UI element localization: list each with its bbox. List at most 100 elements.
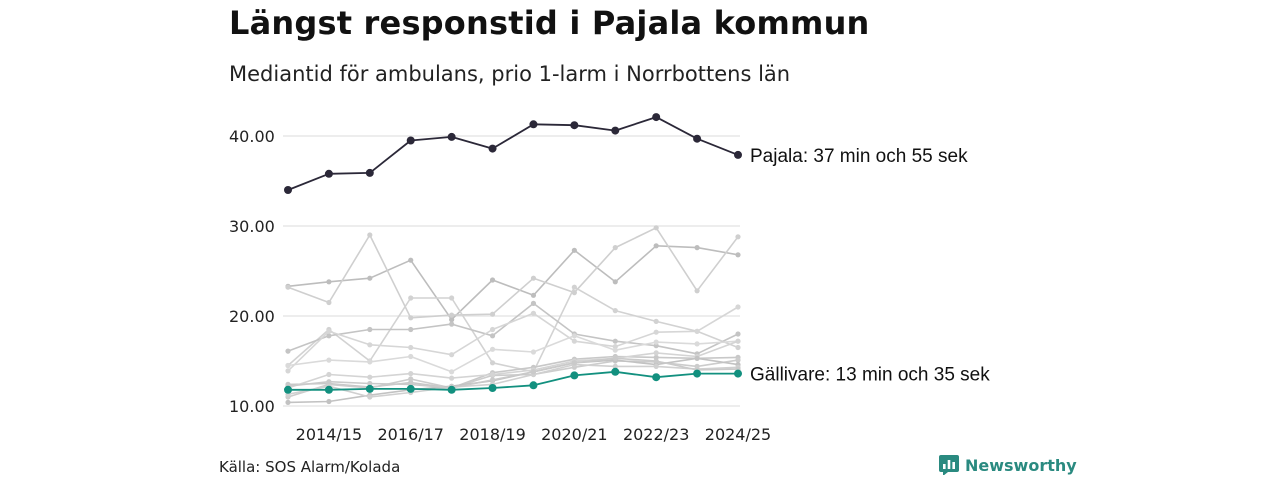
grid-lines: [283, 135, 740, 407]
brand-logo: Newsworthy: [939, 455, 1077, 475]
series-background-3-line: [287, 286, 739, 373]
series-background-4-point: [285, 348, 291, 354]
series-background-2-point: [408, 315, 414, 321]
series-background-6-point: [449, 369, 455, 375]
series-g-llivare-point: [652, 373, 661, 382]
series-background-11-line: [287, 363, 739, 398]
series-background-2-point: [489, 311, 496, 317]
series-pajala-point: [693, 134, 702, 143]
series-background-5: [285, 304, 741, 374]
x-tick-label: 2018/19: [459, 425, 525, 444]
x-tick-label: 2020/21: [541, 425, 607, 444]
series-background-2-point: [735, 234, 741, 240]
series-background-9-point: [735, 338, 741, 344]
series-background-4-point: [653, 343, 659, 349]
series-background-11-point: [653, 363, 659, 369]
series-background-8-line: [287, 359, 739, 398]
series-background-10-point: [285, 399, 291, 405]
series-g-llivare-line: [288, 370, 738, 391]
series-background-7-line: [287, 355, 739, 389]
series-background-3-point: [571, 284, 577, 290]
series-background-2-point: [653, 225, 659, 231]
series-pajala: [284, 113, 742, 194]
series-background-12-point: [489, 377, 496, 383]
series-background-4-point: [489, 333, 496, 339]
series-background-1-point: [408, 257, 414, 263]
source-note: Källa: SOS Alarm/Kolada: [219, 458, 401, 476]
series-background-9-point: [653, 350, 659, 356]
series-background-6-point: [571, 333, 577, 339]
series-background-1-point: [326, 279, 332, 285]
series-background-1-point: [367, 275, 373, 281]
series-background-11-point: [612, 363, 618, 369]
series-background-9-point: [367, 374, 373, 380]
brand-name: Newsworthy: [965, 455, 1077, 475]
series-background-1-point: [571, 247, 577, 253]
series-g-llivare-point: [570, 371, 579, 380]
series-background-9-point: [489, 371, 496, 378]
series-background-5-point: [367, 342, 373, 348]
series-background-4-point: [326, 333, 332, 339]
series-background-1-point: [489, 277, 496, 283]
series-background-2-line: [287, 227, 739, 319]
series-background-6-point: [408, 353, 414, 360]
series-background-1-point: [530, 292, 537, 298]
series-background-9-point: [449, 375, 455, 381]
series-background-4-point: [735, 331, 741, 337]
series-background-6-point: [285, 362, 291, 369]
y-tick-label: 30.00: [229, 217, 275, 236]
series-background-5-point: [571, 338, 577, 344]
x-tick-label: 2016/17: [377, 425, 443, 444]
series-background-2: [285, 225, 741, 321]
series-background-1-point: [653, 243, 659, 249]
series-background-1-point: [612, 279, 618, 285]
series-background-7-point: [653, 354, 659, 360]
series-background-1-point: [449, 317, 455, 323]
series-background-8-point: [735, 357, 741, 363]
series-background-2-point: [530, 275, 537, 281]
chart-title: Längst responstid i Pajala kommun: [229, 4, 870, 42]
series-background-5-point: [694, 328, 700, 334]
series-pajala-point: [488, 144, 497, 153]
series-background-12-point: [326, 379, 332, 385]
series-background-4-point: [408, 326, 414, 333]
series-background-6-point: [326, 357, 332, 363]
series-background-1-line: [287, 245, 739, 321]
series-background-5-line: [287, 306, 739, 372]
series-background-6-point: [530, 349, 537, 355]
series-background-6-point: [694, 341, 700, 347]
series-background-12-point: [612, 355, 618, 361]
series-pajala-point: [284, 186, 292, 194]
highlight-series: [284, 113, 742, 394]
series-background-2-point: [694, 288, 700, 294]
series-background-6-point: [612, 347, 618, 353]
series-g-llivare-point: [693, 369, 702, 378]
series-background-5-point: [530, 310, 537, 316]
series-background-5-point: [653, 329, 659, 335]
series-pajala-point: [324, 169, 333, 178]
series-g-llivare-point: [365, 384, 374, 393]
background-series: [285, 225, 741, 405]
series-background-1-point: [735, 252, 741, 258]
series-background-12-point: [653, 358, 659, 364]
series-pajala-point: [734, 150, 742, 159]
series-background-4-point: [449, 321, 455, 327]
series-background-5-point: [285, 368, 291, 374]
series-background-12-line: [287, 357, 739, 389]
series-background-1-point: [694, 245, 700, 251]
series-background-9-point: [326, 371, 332, 378]
series-background-2-point: [449, 312, 455, 318]
series-g-llivare-point: [529, 381, 538, 390]
series-background-2-point: [367, 232, 373, 238]
series-background-8-point: [408, 376, 414, 382]
x-tick-label: 2014/15: [296, 425, 362, 444]
y-tick-label: 20.00: [229, 307, 275, 326]
series-background-5-point: [449, 352, 455, 358]
series-background-3-point: [653, 318, 659, 324]
series-background-6-line: [287, 334, 739, 373]
series-g-llivare-end-label: Gällivare: 13 min och 35 sek: [750, 365, 990, 386]
series-pajala-end-label: Pajala: 37 min och 55 sek: [750, 146, 968, 167]
series-background-4-point: [367, 326, 373, 333]
series-background-5-point: [408, 344, 414, 351]
